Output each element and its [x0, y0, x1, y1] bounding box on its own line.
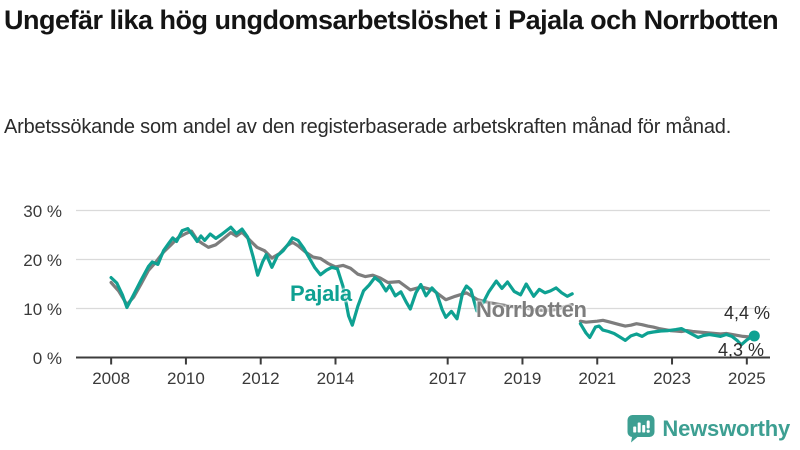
- end-value-pajala: 4,4 %: [723, 303, 770, 323]
- y-axis-label: 0 %: [32, 348, 62, 368]
- newsworthy-bubble-icon: [627, 415, 655, 443]
- series-label-norrbotten: Norrbotten: [476, 297, 587, 322]
- x-axis-label: 2017: [428, 369, 467, 388]
- x-axis-label: 2014: [316, 369, 355, 388]
- x-axis-label: 2019: [503, 369, 542, 388]
- y-axis-label: 30 %: [23, 201, 62, 221]
- newsworthy-logo[interactable]: Newsworthy: [627, 414, 790, 443]
- series-end-dot-pajala: [748, 330, 760, 342]
- x-axis-label: 2023: [653, 369, 691, 388]
- x-axis-label: 2021: [578, 369, 617, 388]
- page-title: Ungefär lika hög ungdomsarbetslöshet i P…: [4, 5, 779, 35]
- series-line-pajala: [109, 225, 574, 327]
- series-label-pajala: Pajala: [290, 281, 352, 306]
- y-axis-label: 20 %: [23, 250, 62, 270]
- chart-subtitle: Arbetssökande som andel av den registerb…: [4, 116, 732, 138]
- x-axis-label: 2012: [241, 369, 280, 388]
- x-axis-label: 2010: [167, 369, 205, 388]
- end-value-norrbotten: 4,3 %: [717, 340, 764, 360]
- x-axis-label: 2008: [92, 369, 131, 388]
- y-axis-label: 10 %: [23, 299, 62, 319]
- newsworthy-wordmark: Newsworthy: [662, 415, 790, 441]
- x-axis-label: 2025: [727, 369, 766, 388]
- series-line-pajala: [578, 322, 756, 347]
